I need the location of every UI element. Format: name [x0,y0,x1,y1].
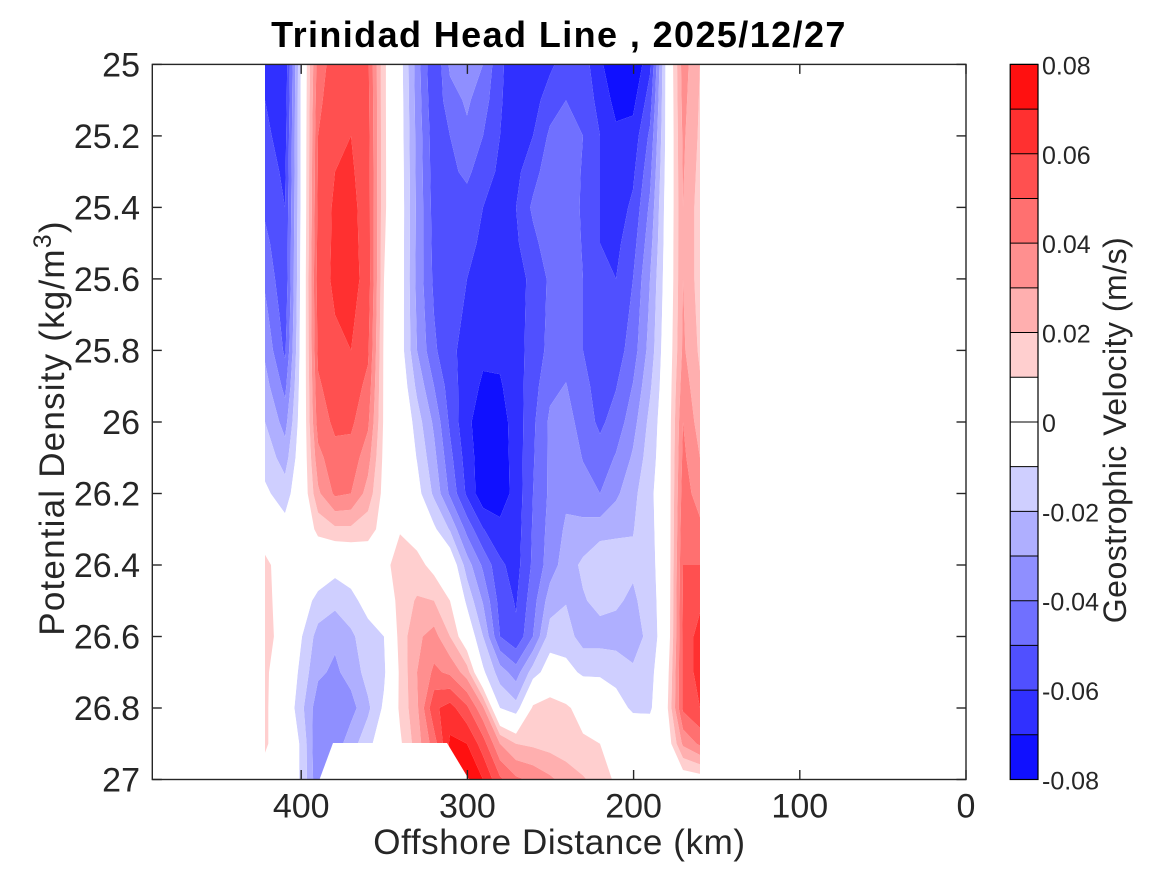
svg-text:25.2: 25.2 [74,118,140,156]
svg-text:100: 100 [771,788,828,826]
svg-text:26.2: 26.2 [74,476,140,514]
svg-text:Potential Density (kg/m3): Potential Density (kg/m3) [29,220,72,635]
svg-text:-0.06: -0.06 [1042,678,1099,706]
svg-text:26.8: 26.8 [74,690,140,728]
svg-text:300: 300 [439,788,496,826]
svg-text:0.06: 0.06 [1042,142,1091,170]
svg-text:-0.04: -0.04 [1042,589,1099,617]
svg-text:25: 25 [102,46,140,84]
svg-text:25.8: 25.8 [74,332,140,370]
svg-text:0.04: 0.04 [1042,231,1091,259]
svg-text:-0.08: -0.08 [1042,768,1099,796]
svg-text:-0.02: -0.02 [1042,499,1099,527]
svg-text:Trinidad Head Line , 2025/12/2: Trinidad Head Line , 2025/12/27 [271,14,847,55]
svg-text:0.02: 0.02 [1042,321,1091,349]
svg-text:0: 0 [957,788,976,826]
svg-text:Geostrophic Velocity (m/s): Geostrophic Velocity (m/s) [1097,237,1133,623]
svg-text:27: 27 [102,762,140,800]
svg-text:0: 0 [1042,410,1056,438]
svg-text:400: 400 [273,788,330,826]
svg-text:25.6: 25.6 [74,261,140,299]
svg-text:26.6: 26.6 [74,619,140,657]
svg-text:200: 200 [605,788,662,826]
svg-text:26: 26 [102,404,140,442]
svg-text:26.4: 26.4 [74,547,140,585]
svg-text:Offshore Distance (km): Offshore Distance (km) [373,823,745,862]
svg-text:25.4: 25.4 [74,189,140,227]
svg-text:0.08: 0.08 [1042,52,1091,80]
